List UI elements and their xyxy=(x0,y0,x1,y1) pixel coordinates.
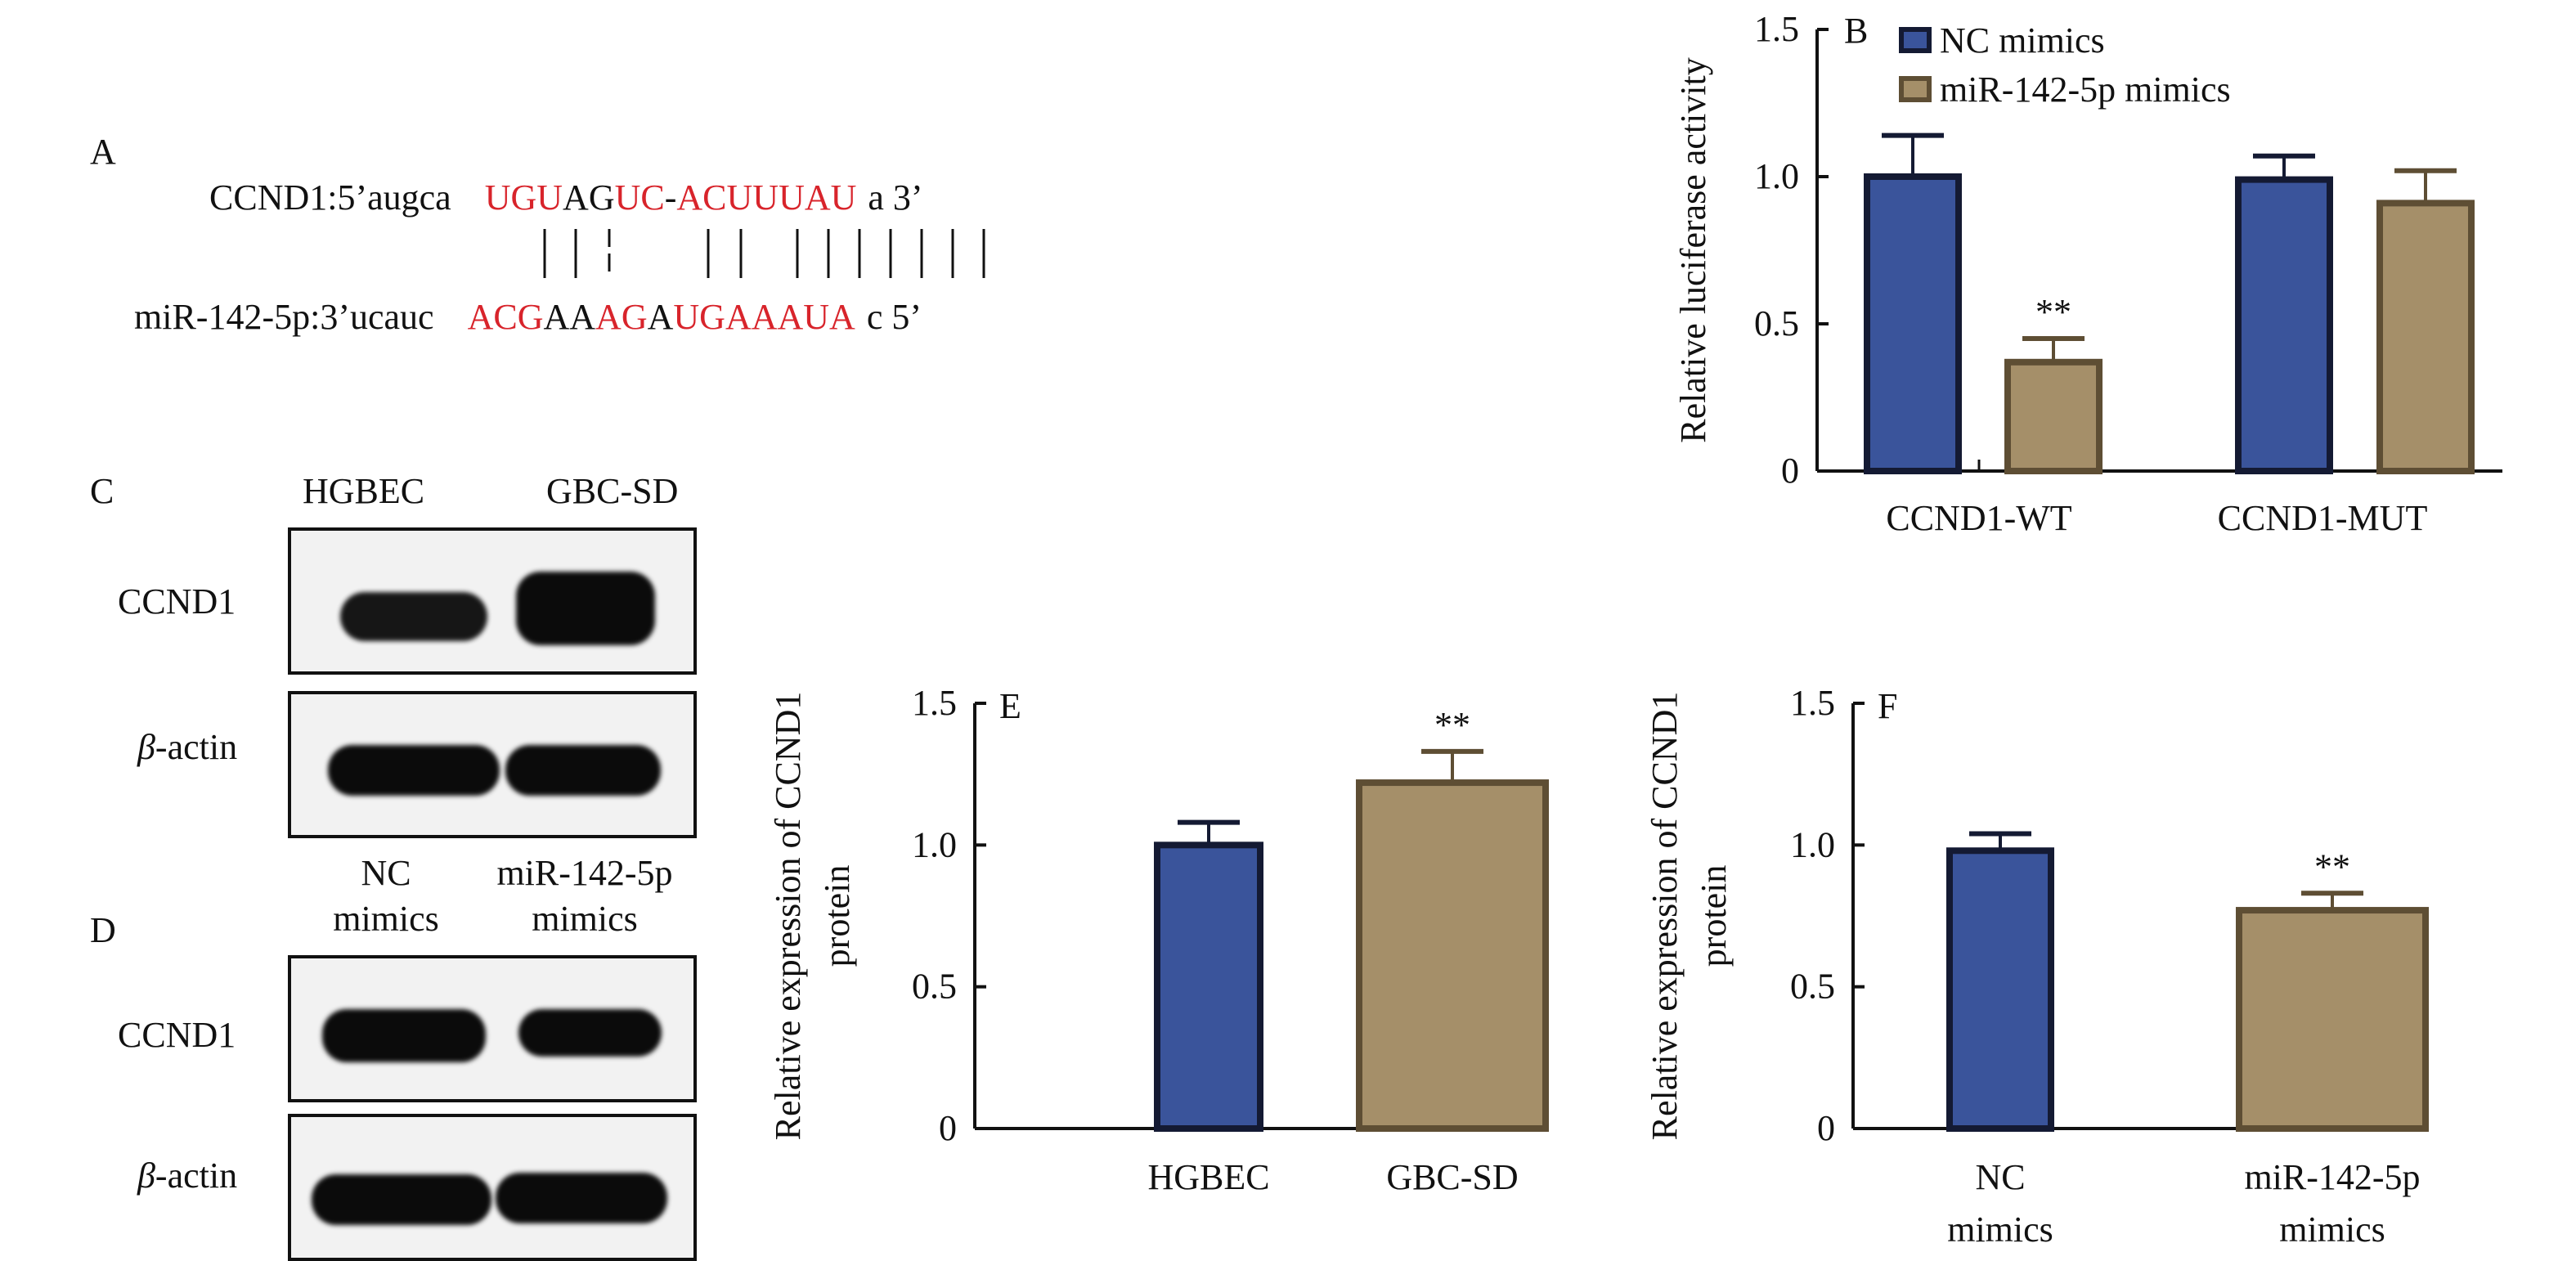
panel-d-label: D xyxy=(90,910,116,950)
sequence-segment: A xyxy=(647,297,674,337)
seed-match-segment: UGAAAUA xyxy=(673,297,855,337)
western-blot-actin-d xyxy=(288,1114,697,1261)
band xyxy=(505,745,661,796)
y-axis-label: protein xyxy=(1694,865,1734,967)
target-prefix: CCND1:5’augca xyxy=(209,177,451,218)
x-category-label: miR-142-5p xyxy=(2244,1157,2420,1197)
band xyxy=(516,572,655,645)
bar xyxy=(1946,847,2054,1133)
x-category-label: GBC-SD xyxy=(1386,1157,1518,1197)
y-tick-label: 1.5 xyxy=(1754,9,1799,49)
x-category-label: HGBEC xyxy=(1147,1157,1269,1197)
y-tick-label: 0.5 xyxy=(912,967,957,1007)
y-tick-label: 0.5 xyxy=(1790,967,1835,1007)
y-axis-label: Relative expression of CCND1 xyxy=(1645,692,1685,1141)
panel-label: F xyxy=(1878,686,1897,726)
row-label-ccnd1: CCND1 xyxy=(118,581,236,622)
legend-swatch xyxy=(1899,27,1932,53)
panel-label: B xyxy=(1844,11,1868,51)
lane-label-mir-mimics: miR-142-5p mimics xyxy=(474,850,695,942)
lane-label-line: NC xyxy=(361,853,411,893)
lane-label-hgbec: HGBEC xyxy=(303,471,425,511)
y-tick-label: 0.5 xyxy=(1754,303,1799,343)
y-tick-label: 0 xyxy=(939,1108,957,1148)
lane-label-line: mimics xyxy=(532,899,638,939)
seed-match-segment: AG xyxy=(595,297,648,337)
y-tick-label: 1.0 xyxy=(1754,156,1799,196)
significance-marker: ** xyxy=(1434,705,1470,745)
row-label-beta-actin: β-actin xyxy=(137,727,238,767)
x-category-label: CCND1-WT xyxy=(1886,498,2071,538)
x-category-label: NC xyxy=(1975,1157,2025,1197)
bar xyxy=(2376,200,2475,474)
lane-label-nc-mimics: NC mimics xyxy=(321,850,451,942)
lane-label-line: miR-142-5p xyxy=(496,853,673,893)
seed-match-segment: ACG xyxy=(467,297,544,337)
western-blot-ccnd1-d xyxy=(288,955,697,1102)
sequence-segment: a 3’ xyxy=(868,177,923,218)
lane-label-line: mimics xyxy=(333,899,439,939)
bar xyxy=(1356,779,1549,1132)
x-category-label: mimics xyxy=(1947,1209,2053,1250)
row-label-beta-actin-d: β-actin xyxy=(137,1156,238,1196)
band xyxy=(312,1174,491,1225)
row-label-ccnd1-d: CCND1 xyxy=(118,1015,236,1055)
panel-a-label: A xyxy=(90,132,116,172)
x-category-label: CCND1-MUT xyxy=(2218,498,2428,538)
bar xyxy=(2236,907,2429,1132)
bar xyxy=(2235,176,2333,474)
mirna-seed-segments: ACGAAAGAUGAAAUA c 5’ xyxy=(468,297,922,337)
y-tick-label: 0 xyxy=(1781,451,1799,491)
lane-label-gbc-sd: GBC-SD xyxy=(546,471,679,511)
sequence-segment: - xyxy=(664,177,677,218)
bar xyxy=(2004,358,2103,474)
bar xyxy=(1864,173,1962,474)
sequence-segment: c 5’ xyxy=(866,297,922,337)
y-tick-label: 1.5 xyxy=(912,683,957,723)
sequence-segment: AG xyxy=(563,177,615,218)
mirna-prefix: miR-142-5p:3’ucauc xyxy=(134,297,434,337)
band xyxy=(340,592,487,641)
y-axis-label: Relative luciferase activity xyxy=(1673,57,1713,443)
target-seed-segments: UGUAGUC-ACUUUAU a 3’ xyxy=(485,177,923,218)
seed-match-segment: UC xyxy=(614,177,665,218)
sequence-segment: AA xyxy=(543,297,596,337)
y-tick-label: 1.0 xyxy=(912,824,957,864)
y-tick-label: 0 xyxy=(1817,1108,1835,1148)
legend-label: miR-142-5p mimics xyxy=(1940,70,2231,110)
legend-label: NC mimics xyxy=(1940,20,2105,61)
significance-marker: ** xyxy=(2314,846,2350,886)
y-axis-label: Relative expression of CCND1 xyxy=(768,692,808,1141)
western-blot-actin-c xyxy=(288,691,697,838)
y-tick-label: 1.5 xyxy=(1790,683,1835,723)
seed-match-segment: ACUUUAU xyxy=(676,177,857,218)
y-axis-label: protein xyxy=(817,865,857,967)
bar xyxy=(1154,841,1263,1133)
mirna-sequence: miR-142-5p:3’ucauc ACGAAAGAUGAAAUA c 5’ xyxy=(134,296,922,338)
ccnd1-target-sequence: CCND1:5’augca UGUAGUC-ACUUUAU a 3’ xyxy=(209,177,923,218)
seed-match-segment: UGU xyxy=(484,177,563,218)
panel-c-label: C xyxy=(90,471,114,511)
y-tick-label: 1.0 xyxy=(1790,824,1835,864)
western-blot-ccnd1-c xyxy=(288,527,697,675)
band xyxy=(322,1009,486,1062)
significance-marker: ** xyxy=(2035,292,2071,332)
x-category-label: mimics xyxy=(2279,1209,2385,1250)
legend-swatch xyxy=(1899,76,1932,102)
panel-label: E xyxy=(999,686,1021,726)
band xyxy=(496,1173,667,1223)
band xyxy=(518,1009,662,1057)
band xyxy=(328,745,500,796)
